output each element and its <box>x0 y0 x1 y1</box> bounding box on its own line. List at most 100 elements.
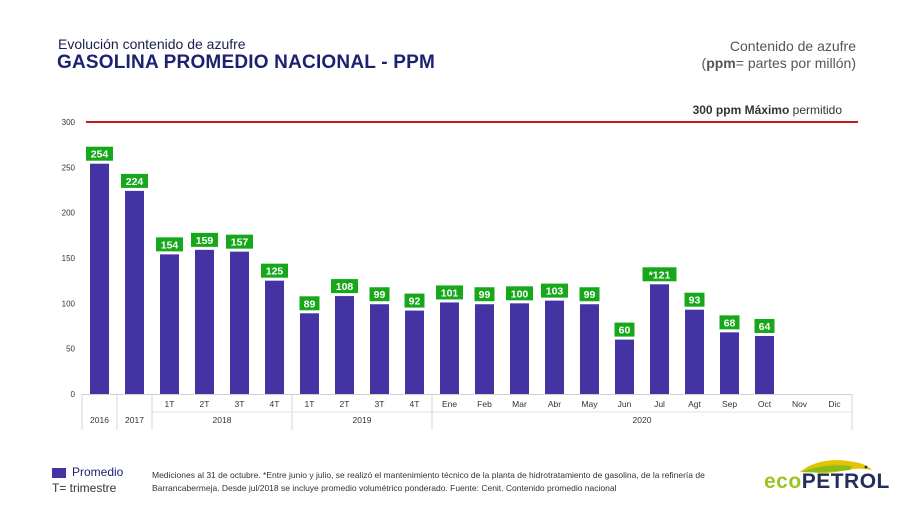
data-label-bg <box>614 322 635 337</box>
unit-definition: = partes por millón <box>735 55 852 71</box>
x-tick-label: 1T <box>305 399 315 409</box>
x-tick-label: Oct <box>758 399 772 409</box>
data-label-bg <box>191 232 218 247</box>
data-label: 157 <box>231 237 249 249</box>
y-tick-label: 250 <box>62 163 76 172</box>
x-tick-label: 1T <box>165 399 175 409</box>
data-label-bg <box>404 293 425 308</box>
legend-label: Promedio <box>72 465 124 479</box>
logo-wordmark: ecoPETROL <box>764 470 890 494</box>
bar-11 <box>475 304 494 394</box>
legend-trimester-note: T= trimestre <box>52 481 117 495</box>
data-label: 100 <box>511 288 529 300</box>
bar-6 <box>300 313 319 394</box>
legend-item-promedio: Promedio <box>52 464 123 480</box>
x-group-label: 2020 <box>633 415 652 425</box>
data-label: 125 <box>266 266 284 278</box>
x-tick-label: 2T <box>340 399 350 409</box>
data-label-bg <box>541 283 568 298</box>
bar-13 <box>545 300 564 394</box>
y-axis: 0 50 100 150 200 250 300 <box>62 118 76 399</box>
bar-10 <box>440 302 459 394</box>
data-label-bg <box>642 267 677 282</box>
logo-part-1: eco <box>764 470 802 493</box>
unit-abbrev: ppm <box>706 55 736 71</box>
bar-12 <box>510 303 529 394</box>
data-label: 159 <box>196 235 214 247</box>
limit-bold: Máximo <box>745 103 790 117</box>
bar-16 <box>650 284 669 394</box>
x-tick-label: 4T <box>410 399 420 409</box>
max-limit-label: 300 ppm Máximo permitido <box>693 103 843 117</box>
data-label: 154 <box>161 239 179 251</box>
bar-4 <box>230 251 249 394</box>
x-tick-label: Agt <box>688 399 701 409</box>
data-label-bg <box>579 287 600 302</box>
bar-0 <box>90 163 109 394</box>
x-tick-label: Mar <box>512 399 527 409</box>
chart-subtitle: Evolución contenido de azufre <box>58 36 246 52</box>
bar-1 <box>125 190 144 394</box>
bar-19 <box>755 335 774 394</box>
y-tick-label: 200 <box>62 209 76 218</box>
x-tick-label: 2T <box>200 399 210 409</box>
x-tick-label: 4T <box>270 399 280 409</box>
data-label: 108 <box>336 281 354 293</box>
legend: Promedio T= trimestre <box>52 464 123 496</box>
data-label: 60 <box>619 325 631 337</box>
data-label-bg <box>86 146 113 161</box>
limit-value: 300 ppm <box>693 103 742 117</box>
y-tick-label: 0 <box>71 390 76 399</box>
iguana-logo-icon <box>800 460 872 474</box>
x-tick-label: Sep <box>722 399 737 409</box>
data-label-bg <box>684 292 705 307</box>
x-tick-label: 3T <box>235 399 245 409</box>
y-tick-label: 100 <box>62 299 76 308</box>
limit-rest: permitido <box>793 103 843 117</box>
bar-9 <box>405 310 424 394</box>
unit-line-2: (ppm= partes por millón) <box>701 55 856 71</box>
data-label: 99 <box>584 289 596 301</box>
bar-5 <box>265 280 284 394</box>
footnote: Mediciones al 31 de octubre. *Entre juni… <box>152 470 705 493</box>
x-tick-label: May <box>581 399 598 409</box>
y-tick-label: 50 <box>66 345 75 354</box>
data-label-bg <box>369 287 390 302</box>
x-group-label: 2019 <box>353 415 372 425</box>
unit-line-1: Contenido de azufre <box>729 38 856 54</box>
data-label-bg <box>754 318 775 333</box>
bar-8 <box>370 304 389 394</box>
logo-part-2: PETROL <box>801 470 890 493</box>
bar-17 <box>685 309 704 394</box>
data-label: *121 <box>649 269 671 281</box>
x-tick-label: 2016 <box>90 415 109 425</box>
bar-14 <box>580 304 599 394</box>
bar-7 <box>335 296 354 394</box>
y-tick-label: 150 <box>62 254 76 263</box>
data-label: 68 <box>724 317 736 329</box>
x-tick-label: 3T <box>375 399 385 409</box>
x-axis: 2016 2017 1T 2T 3T 4T 1T 2T 3T 4T Ene Feb Mar Abr May J… <box>81 394 853 430</box>
x-tick-label: 2017 <box>125 415 144 425</box>
data-label-bg <box>474 287 495 302</box>
x-tick-label: Nov <box>792 399 808 409</box>
data-label: 92 <box>409 296 421 308</box>
data-label-bg <box>719 315 740 330</box>
bar-18 <box>720 332 739 394</box>
bars: 254 224 154 159 157 125 89 108 99 92 101 99 100 103 99… <box>86 146 775 394</box>
data-label: 99 <box>479 289 491 301</box>
bar-15 <box>615 339 634 394</box>
x-tick-label: Abr <box>548 399 561 409</box>
data-label-bg <box>506 286 533 301</box>
unit-description: Contenido de azufre (ppm= partes por mil… <box>702 38 856 72</box>
legend-swatch <box>52 467 66 478</box>
x-tick-label: Jun <box>618 399 632 409</box>
data-label-bg <box>261 263 288 278</box>
data-label-bg <box>156 237 183 252</box>
bar-3 <box>195 249 214 394</box>
data-label: 254 <box>91 149 109 161</box>
x-tick-label: Ene <box>442 399 457 409</box>
y-tick-label: 300 <box>62 118 76 127</box>
data-label-bg <box>436 285 463 300</box>
